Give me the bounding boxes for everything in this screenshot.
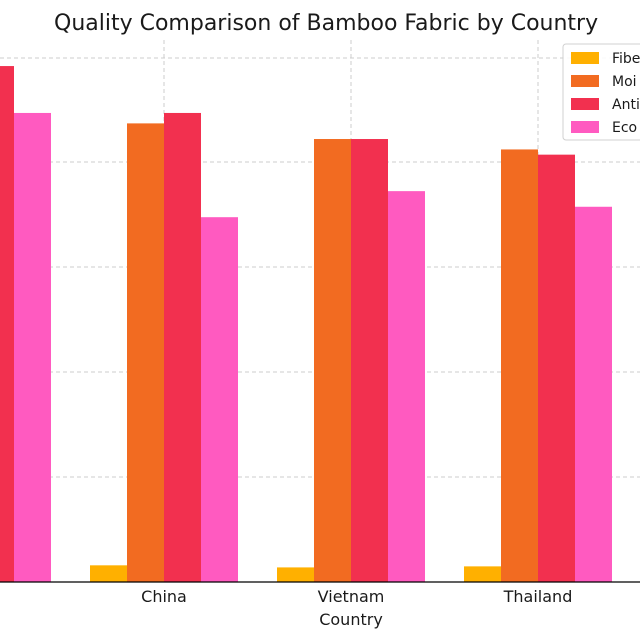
bar-eco-2 [201, 217, 238, 582]
legend-label-moi: Moi [612, 74, 637, 90]
legend-label-eco: Eco [612, 120, 637, 136]
bar-anti-2 [164, 112, 201, 582]
bar-anti-4 [538, 154, 575, 582]
bar-fibe-3 [277, 567, 314, 582]
legend-box [562, 43, 640, 141]
legend-label-anti: Anti [612, 97, 640, 113]
bar-moi-3 [314, 139, 351, 582]
bar-anti-3 [351, 139, 388, 582]
x-tick-labels: China Vietnam Thailand [141, 587, 572, 606]
bar-eco-4 [575, 206, 612, 582]
x-axis-label: Country [319, 610, 383, 629]
bar-fibe-2 [90, 565, 127, 582]
legend: Fibe Moi Anti Eco [562, 43, 640, 141]
bar-moi-4 [501, 149, 538, 582]
legend-swatch-fibe [571, 52, 599, 64]
bar-fibe-4 [464, 566, 501, 582]
bar-eco-1 [14, 112, 51, 582]
chart-title: Quality Comparison of Bamboo Fabric by C… [54, 11, 598, 36]
bar-eco-3 [388, 191, 425, 582]
bar-anti-1 [0, 66, 14, 583]
bars [0, 66, 612, 583]
legend-swatch-moi [571, 75, 599, 87]
legend-swatch-anti [571, 98, 599, 110]
x-tick-label-thailand: Thailand [503, 587, 573, 606]
x-tick-label-vietnam: Vietnam [318, 587, 385, 606]
legend-swatch-eco [571, 121, 599, 133]
x-tick-label-china: China [141, 587, 187, 606]
legend-label-fibe: Fibe [612, 51, 640, 67]
bar-moi-2 [127, 123, 164, 582]
